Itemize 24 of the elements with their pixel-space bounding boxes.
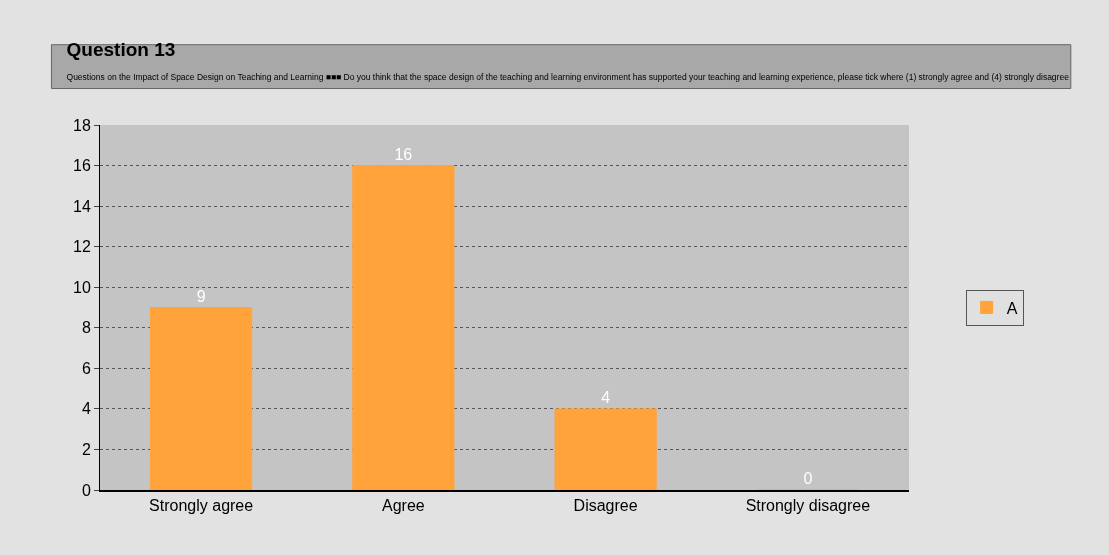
- data-label: 16: [394, 145, 413, 163]
- x-tick-label: Strongly disagree: [745, 497, 871, 515]
- bar: [150, 307, 253, 490]
- y-tick-label: 12: [73, 238, 91, 256]
- y-tick-label: 6: [81, 359, 91, 377]
- y-tick-label: 18: [73, 116, 91, 134]
- bar: [554, 408, 657, 490]
- data-label: 0: [803, 470, 813, 487]
- bar: [352, 165, 455, 490]
- y-tick-label: 16: [73, 157, 91, 175]
- legend-label: A: [1006, 299, 1018, 317]
- y-tick-label: 8: [81, 319, 91, 337]
- y-tick-label: 10: [73, 278, 91, 296]
- y-tick-label: 0: [81, 481, 91, 499]
- data-label: 9: [196, 287, 206, 305]
- x-tick-label: Disagree: [573, 497, 638, 515]
- y-tick-label: 14: [73, 197, 91, 215]
- x-tick-label: Strongly agree: [149, 497, 254, 515]
- x-tick-label: Agree: [382, 497, 425, 515]
- data-label: 4: [601, 388, 611, 406]
- chart-title: Question 13: [66, 38, 176, 60]
- y-tick-label: 4: [81, 400, 91, 418]
- chart-subtitle: Questions on the Impact of Space Design on Teaching and Learning ■■■ Do you think that the space design of the teaching and learning environment has supported your teaching and learning experience, please tick where (1) strongly agree and (4) strongly disagree: [66, 72, 1070, 83]
- y-tick-label: 2: [81, 441, 91, 459]
